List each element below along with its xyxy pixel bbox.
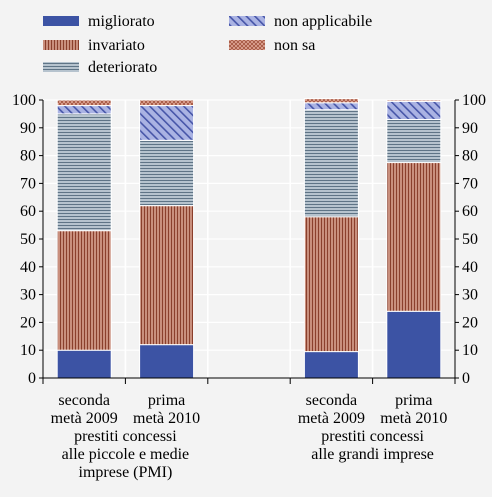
legend-swatch-non-sa xyxy=(229,40,265,50)
legend-swatch-migliorato xyxy=(43,16,79,26)
group-label: prestiti concessi xyxy=(321,428,424,445)
group-label: alle piccole e medie xyxy=(62,446,189,463)
y-tick-label-left: 10 xyxy=(20,342,36,359)
legend: migliorato invariato deteriorato non applic… xyxy=(43,13,372,76)
bar-segment-deteriorato xyxy=(386,118,442,164)
y-tick-label-right: 50 xyxy=(462,231,478,248)
bar-segment-non-sa xyxy=(56,99,112,107)
bar-segment-non-applicabile xyxy=(139,105,195,141)
legend-swatch-non-applicabile xyxy=(229,16,265,26)
y-tick-label-right: 20 xyxy=(462,314,478,331)
y-tick-label-left: 30 xyxy=(20,287,36,304)
bar-segment-non-applicabile xyxy=(56,105,112,115)
y-tick-label-right: 100 xyxy=(462,92,486,109)
y-tick-label-left: 60 xyxy=(20,203,36,220)
legend-label-invariato: invariato xyxy=(88,37,145,54)
category-label: prima xyxy=(395,392,432,409)
legend-swatch-deteriorato xyxy=(43,62,79,72)
y-tick-label-left: 100 xyxy=(12,92,36,109)
y-tick-label-left: 90 xyxy=(20,120,36,137)
bar-segment-migliorato xyxy=(303,351,359,379)
y-tick-label-left: 50 xyxy=(20,231,36,248)
group-label: alle grandi imprese xyxy=(311,446,434,463)
bar-segment-invariato xyxy=(139,205,195,346)
bar-segment-migliorato xyxy=(56,349,112,379)
y-tick-label-right: 60 xyxy=(462,203,478,220)
y-tick-label-left: 40 xyxy=(20,259,36,276)
category-label: metà 2010 xyxy=(133,410,200,427)
category-label: metà 2009 xyxy=(298,410,365,427)
y-tick-label-left: 70 xyxy=(20,175,36,192)
bar-segment-migliorato xyxy=(386,310,442,379)
y-tick-label-left: 20 xyxy=(20,314,36,331)
y-tick-label-right: 80 xyxy=(462,148,478,165)
legend-label-non-sa: non sa xyxy=(274,37,315,54)
category-label: metà 2010 xyxy=(380,410,447,427)
bar-segment-invariato xyxy=(386,162,442,312)
plot-area: 0 0 10 10 20 20 30 30 40 40 50 50 60 60 70 70 80 80 90 90 10… xyxy=(12,92,486,387)
bar-segment-non-sa xyxy=(139,99,195,107)
legend-label-migliorato: migliorato xyxy=(88,13,155,30)
y-tick-label-right: 70 xyxy=(462,175,478,192)
category-label: seconda xyxy=(58,392,110,409)
y-tick-label-left: 0 xyxy=(28,370,36,387)
category-label: prima xyxy=(148,392,185,409)
bar-segment-deteriorato xyxy=(139,139,195,207)
bar-segment-non-sa xyxy=(303,98,359,104)
y-tick-label-right: 0 xyxy=(462,370,470,387)
y-tick-label-right: 40 xyxy=(462,259,478,276)
y-tick-label-right: 30 xyxy=(462,287,478,304)
y-tick-label-right: 90 xyxy=(462,120,478,137)
bar-segment-migliorato xyxy=(139,344,195,379)
legend-label-deteriorato: deteriorato xyxy=(88,59,157,76)
group-label: imprese (PMI) xyxy=(79,464,173,481)
bar-segment-non-sa xyxy=(386,99,442,102)
group-label: prestiti concessi xyxy=(74,428,177,445)
y-tick-label-right: 10 xyxy=(462,342,478,359)
bar-segment-invariato xyxy=(56,230,112,351)
legend-swatch-invariato xyxy=(43,40,79,50)
category-label: seconda xyxy=(306,392,358,409)
bar-segment-non-applicabile xyxy=(303,102,359,111)
bar-segment-non-applicabile xyxy=(386,100,442,120)
bar-segment-deteriorato xyxy=(303,109,359,218)
bar-segment-deteriorato xyxy=(56,113,112,232)
category-label: metà 2009 xyxy=(51,410,118,427)
legend-label-non-applicabile: non applicabile xyxy=(274,13,372,30)
bar-segment-invariato xyxy=(303,216,359,353)
y-tick-label-left: 80 xyxy=(20,148,36,165)
